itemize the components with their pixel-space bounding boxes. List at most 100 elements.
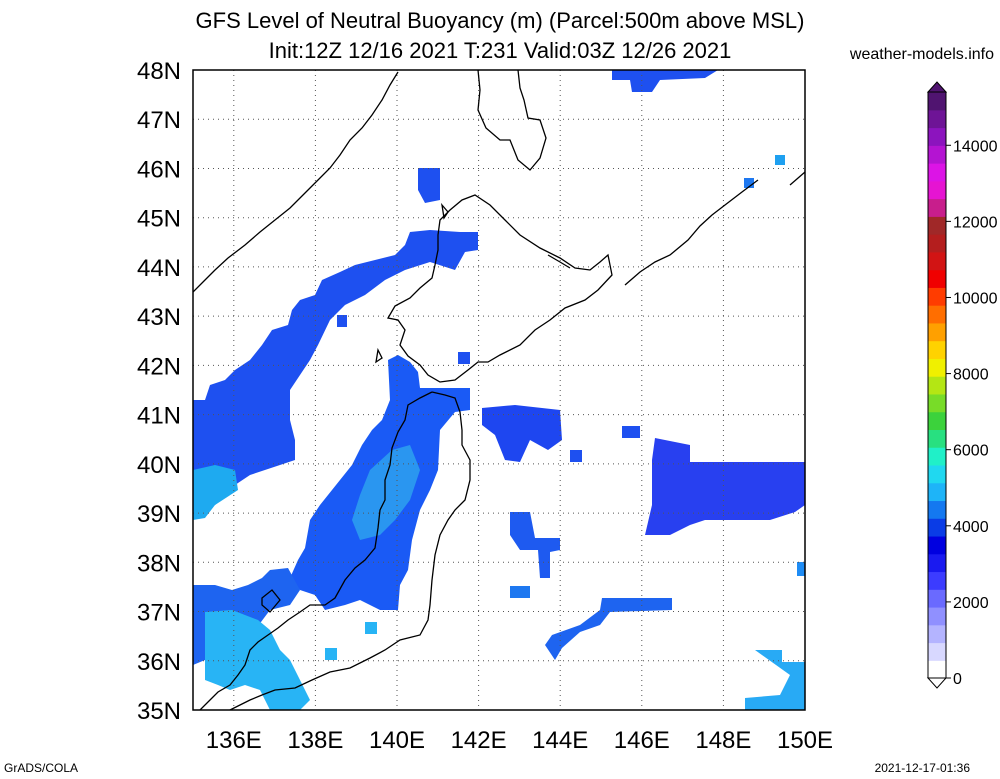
coastlines <box>193 70 805 710</box>
latitude-labels: 48N 47N 46N 45N 44N 43N 42N 41N 40N 39N 38N 37N 36N 3… <box>137 58 181 725</box>
field-region-west-light <box>193 465 238 520</box>
field-region-pacific-east <box>645 438 805 535</box>
field-patch <box>775 155 785 165</box>
colorbar-swatch <box>928 553 946 573</box>
colorbar-tick-label: 10000 <box>953 290 998 307</box>
generation-timestamp: 2021-12-17-01:36 <box>874 761 970 775</box>
field-patch <box>744 178 754 188</box>
colorbar-swatch <box>928 482 946 502</box>
field-patch <box>510 586 530 598</box>
colorbar-swatch <box>928 411 946 430</box>
colorbar-tick-label: 8000 <box>953 367 989 384</box>
colorbar-swatch <box>928 518 946 537</box>
colorbar-swatch <box>928 500 946 519</box>
lon-tick-label: 136E <box>206 727 262 754</box>
colorbar-swatch <box>928 251 946 271</box>
field-region-tohoku-light <box>352 445 420 540</box>
longitude-labels: 136E 138E 140E 142E 144E 146E 148E 150E <box>206 727 833 754</box>
field-patch <box>622 426 640 438</box>
lat-tick-label: 38N <box>137 550 181 577</box>
colorbar-swatch <box>928 624 946 644</box>
colorbar-swatch <box>928 447 946 466</box>
map-subtitle: Init:12Z 12/16 2021 T:231 Valid:03Z 12/2… <box>268 38 732 63</box>
colorbar-swatch <box>928 429 946 448</box>
lat-tick-label: 35N <box>137 698 181 725</box>
colorbar-min-arrow <box>926 677 948 689</box>
colorbar-swatch <box>928 92 946 111</box>
field-region-south-pacific <box>545 598 672 660</box>
colorbar-swatch <box>928 216 946 235</box>
colorbar-swatch <box>928 358 946 377</box>
field-region-southwest-light <box>205 610 310 710</box>
colorbar-swatch <box>928 660 946 679</box>
lat-tick-label: 48N <box>137 58 181 85</box>
field-region-mid <box>510 512 560 578</box>
lat-tick-label: 46N <box>137 156 181 183</box>
colorbar-swatch <box>928 393 946 413</box>
field-patch <box>337 315 347 327</box>
lat-tick-label: 39N <box>137 501 181 528</box>
lon-tick-label: 144E <box>532 727 588 754</box>
lon-tick-label: 150E <box>777 727 833 754</box>
lat-tick-label: 42N <box>137 353 181 380</box>
colorbar-tick-label: 12000 <box>953 214 998 231</box>
lat-tick-label: 47N <box>137 107 181 134</box>
colorbar-swatch <box>928 322 946 342</box>
lat-tick-label: 44N <box>137 255 181 282</box>
colorbar-swatch <box>928 127 946 146</box>
colorbar-swatch <box>928 305 946 324</box>
map-grid <box>193 70 805 710</box>
lat-tick-label: 37N <box>137 600 181 627</box>
colorbar-tick-label: 14000 <box>953 138 998 155</box>
field-patch <box>365 622 377 634</box>
field-patch <box>797 562 805 576</box>
colorbar-tick-label: 4000 <box>953 519 989 536</box>
field-region-southeast <box>745 650 805 710</box>
lat-tick-label: 43N <box>137 304 181 331</box>
lat-tick-label: 36N <box>137 649 181 676</box>
lat-tick-label: 41N <box>137 403 181 430</box>
colorbar-swatch <box>928 535 946 555</box>
colorbar-swatch <box>928 163 946 182</box>
lon-tick-label: 142E <box>451 727 507 754</box>
colorbar-swatch <box>928 464 946 484</box>
colorbar-swatch <box>928 269 946 288</box>
colorbar-max-arrow <box>926 81 948 93</box>
lon-tick-label: 146E <box>614 727 670 754</box>
colorbar-swatch <box>928 340 946 359</box>
colorbar-swatch <box>928 571 946 590</box>
colorbar-swatch <box>928 198 946 217</box>
plot-frame <box>192 69 806 711</box>
field-patch <box>458 352 470 364</box>
site-label: weather-models.info <box>849 46 994 63</box>
lon-tick-label: 140E <box>369 727 425 754</box>
colorbar-labels: 0 2000 4000 6000 8000 10000 12000 14000 <box>946 138 998 688</box>
lat-tick-label: 40N <box>137 452 181 479</box>
colorbar <box>926 81 948 689</box>
lon-tick-label: 138E <box>287 727 343 754</box>
colorbar-swatch <box>928 287 946 306</box>
field-region-pacific-north <box>482 405 562 462</box>
colorbar-swatch <box>928 234 946 253</box>
map-title: GFS Level of Neutral Buoyancy (m) (Parce… <box>195 8 805 33</box>
field-region-west <box>193 230 478 510</box>
colorbar-swatch <box>928 180 946 200</box>
colorbar-tick-label: 6000 <box>953 443 989 460</box>
software-credit: GrADS/COLA <box>4 761 79 775</box>
colorbar-swatch <box>928 589 946 608</box>
colorbar-tick-label: 0 <box>953 671 962 688</box>
colorbar-tick-label: 2000 <box>953 595 989 612</box>
colorbar-swatch <box>928 606 946 626</box>
colorbar-frame <box>927 91 947 679</box>
buoyancy-field <box>193 70 805 710</box>
colorbar-swatch <box>928 642 946 661</box>
field-region-far-north <box>612 70 718 92</box>
field-region-hokkaido-nw <box>418 168 440 203</box>
colorbar-swatch <box>928 145 946 164</box>
field-patch <box>325 648 337 660</box>
field-patch <box>570 450 582 462</box>
colorbar-swatch <box>928 376 946 395</box>
lat-tick-label: 45N <box>137 206 181 233</box>
lon-tick-label: 148E <box>695 727 751 754</box>
